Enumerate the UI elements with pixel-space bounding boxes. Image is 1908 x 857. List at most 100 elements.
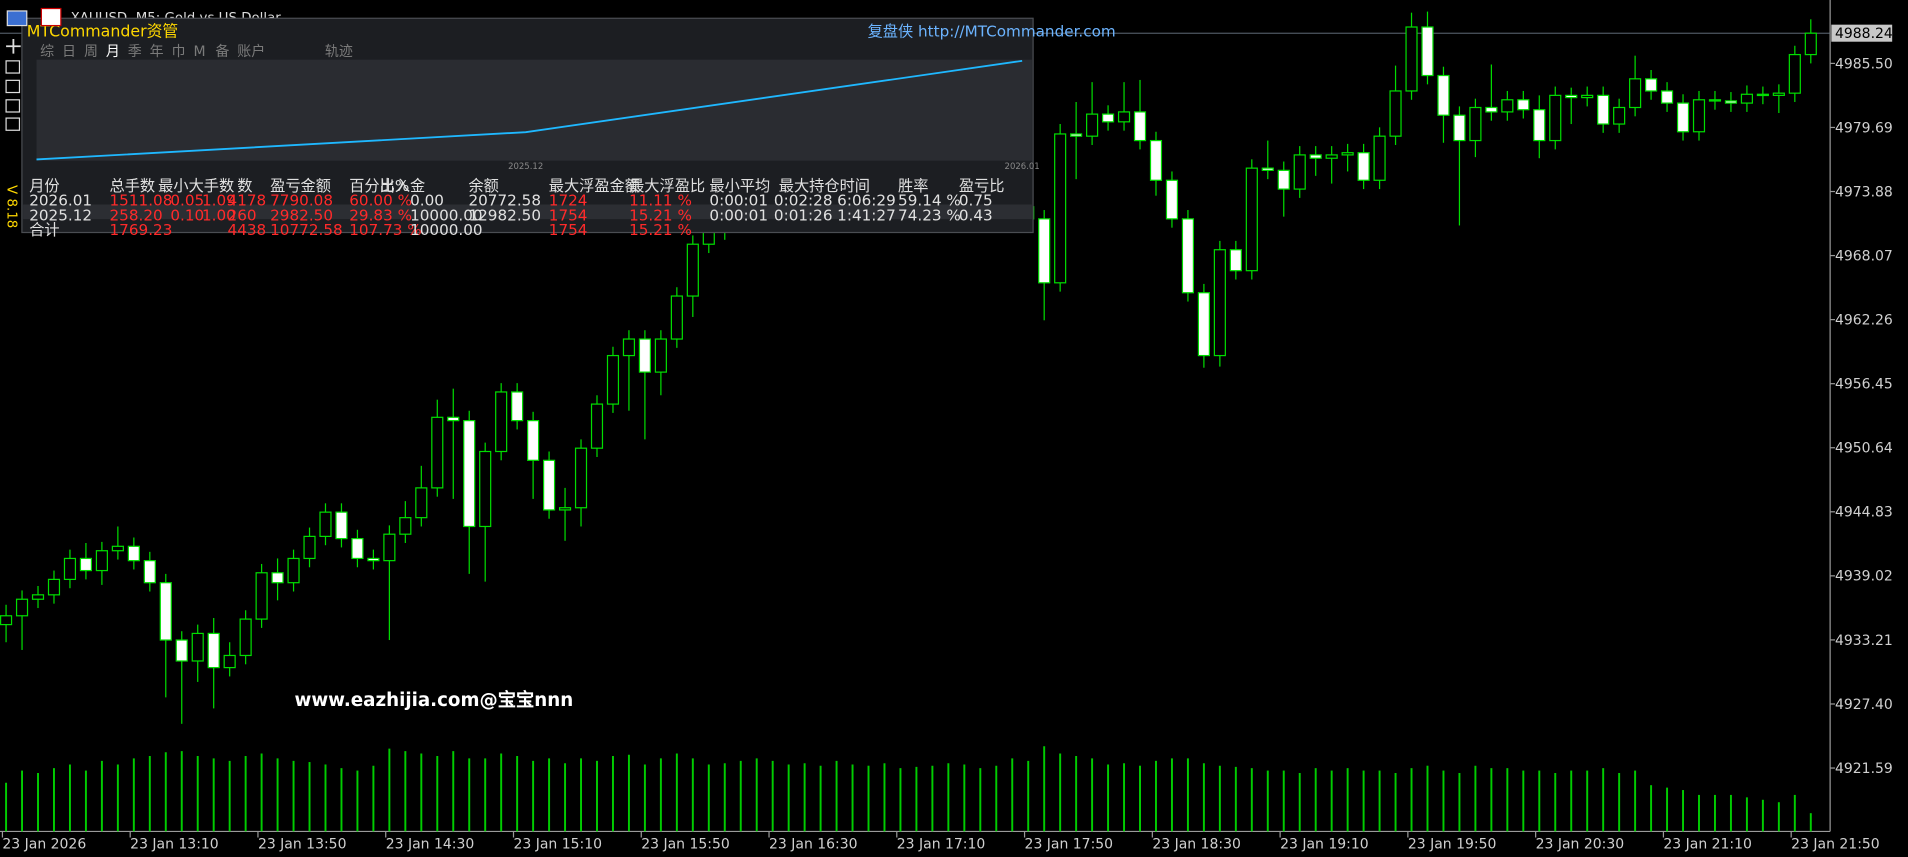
panel-title: MTCommander资管: [27, 22, 178, 41]
period-tab[interactable]: 巾: [172, 44, 186, 60]
table-cell: 12982.50: [468, 206, 541, 224]
table-cell: 2026.01: [29, 192, 92, 210]
candle-body: [255, 572, 268, 620]
toolbar-icon[interactable]: [5, 79, 21, 94]
candle-body: [207, 632, 220, 669]
candle-body: [1101, 113, 1115, 123]
table-cell: 0:02:28: [774, 192, 833, 210]
table-cell: 29.83 %: [349, 206, 412, 224]
panel-link[interactable]: 复盘侠 http://MTCommander.com: [868, 23, 1116, 41]
candle-body: [1660, 90, 1674, 104]
toolbar-icon[interactable]: [5, 99, 21, 113]
candle-body: [1309, 154, 1322, 159]
period-tab[interactable]: 日: [62, 44, 76, 60]
candle-body: [1038, 218, 1051, 284]
candle-body: [1213, 249, 1226, 357]
period-tab[interactable]: 备: [215, 43, 229, 60]
last-price-tag: [1831, 24, 1893, 42]
candle-body: [351, 537, 364, 560]
candle-body: [159, 582, 172, 641]
candle-body: [1149, 139, 1163, 181]
toolbar-icon[interactable]: [5, 60, 21, 74]
table-header: 大手数: [189, 177, 235, 195]
candle-body: [1117, 111, 1131, 123]
candle-body: [335, 511, 348, 540]
candle-body: [1389, 90, 1402, 137]
candle-body: [574, 447, 588, 509]
candle-body: [1181, 218, 1195, 294]
candle-body: [415, 487, 428, 519]
table-header: 胜率: [898, 177, 928, 195]
toolbar-icon[interactable]: [6, 38, 21, 54]
table-cell: 0:01:26: [774, 206, 833, 224]
y-tick-label: 4939.02: [1835, 569, 1893, 585]
x-tick-label: 23 Jan 14:30: [386, 836, 475, 852]
table-row-band: [23, 204, 1032, 220]
x-tick-label: 23 Jan 21:10: [1663, 836, 1752, 852]
toolbar-icon[interactable]: [5, 117, 21, 131]
candle-body: [1708, 99, 1722, 102]
candle-body: [383, 533, 396, 562]
toolbar-icon[interactable]: [40, 7, 62, 27]
track-tab[interactable]: 轨迹: [325, 44, 353, 60]
candle-body: [143, 560, 156, 584]
table-cell: 1724: [549, 192, 588, 210]
period-tab[interactable]: 周: [84, 44, 98, 60]
period-tab[interactable]: 账户: [237, 43, 265, 60]
x-tick-label: 23 Jan 17:50: [1025, 836, 1114, 852]
table-cell: 59.14 %: [898, 192, 961, 210]
table-header: 百分比%: [349, 177, 409, 195]
x-tick-label: 23 Jan 19:50: [1408, 836, 1497, 852]
table-cell: 0.43: [959, 206, 993, 224]
table-cell: 107.73 %: [349, 221, 421, 239]
candle-body: [15, 598, 29, 617]
x-tick-label: 23 Jan 13:10: [130, 836, 219, 852]
y-tick-label: 4956.45: [1835, 377, 1893, 393]
table-cell: 4438: [228, 221, 267, 239]
candle-body: [1629, 78, 1642, 109]
candle-body: [1229, 249, 1242, 272]
candle-body: [399, 517, 412, 535]
period-tab[interactable]: 综: [40, 44, 54, 60]
table-cell: 74.23 %: [898, 206, 961, 224]
y-tick-label: 4927.40: [1835, 697, 1893, 713]
table-header: 余额: [468, 177, 498, 195]
period-tab[interactable]: 年: [150, 44, 164, 60]
candle-body: [622, 338, 636, 357]
table-cell: 258.20: [110, 206, 163, 224]
table-cell: 260: [228, 206, 257, 224]
candle-body: [1756, 93, 1769, 97]
candle-body: [590, 403, 604, 449]
candle-body: [1421, 26, 1434, 77]
table-header: 盈亏比: [959, 177, 1005, 195]
candle-body: [1325, 154, 1338, 159]
table-header: 最大持仓时间: [779, 177, 870, 195]
candle-body: [431, 416, 444, 489]
candle-body: [1581, 94, 1594, 99]
last-price-label: 4988.24: [1835, 26, 1893, 42]
candle-body: [1086, 113, 1099, 137]
candle-body: [1772, 92, 1785, 96]
candle-body: [1293, 154, 1306, 190]
y-tick-label: 4944.83: [1835, 505, 1893, 521]
table-cell: 0.75: [959, 192, 993, 210]
candle-body: [1133, 111, 1147, 142]
y-tick-label: 4921.59: [1835, 761, 1893, 777]
candle-body: [191, 632, 204, 662]
candle-body: [367, 557, 380, 562]
period-tab[interactable]: 季: [128, 44, 142, 60]
candle-body: [479, 450, 492, 528]
candle-body: [1724, 100, 1738, 104]
x-tick-label: 23 Jan 18:30: [1152, 836, 1241, 852]
period-tab[interactable]: M: [193, 44, 205, 60]
candle-body: [223, 654, 236, 669]
period-tab[interactable]: 月: [106, 44, 120, 60]
table-header: 出入金: [380, 177, 426, 195]
table-cell: 1.09: [202, 192, 236, 210]
toolbar-icon[interactable]: [6, 10, 28, 27]
table-header: 月份: [29, 177, 59, 195]
table-cell: 2025.12: [29, 206, 92, 224]
candle-body: [1613, 106, 1626, 125]
candle-body: [79, 557, 93, 572]
